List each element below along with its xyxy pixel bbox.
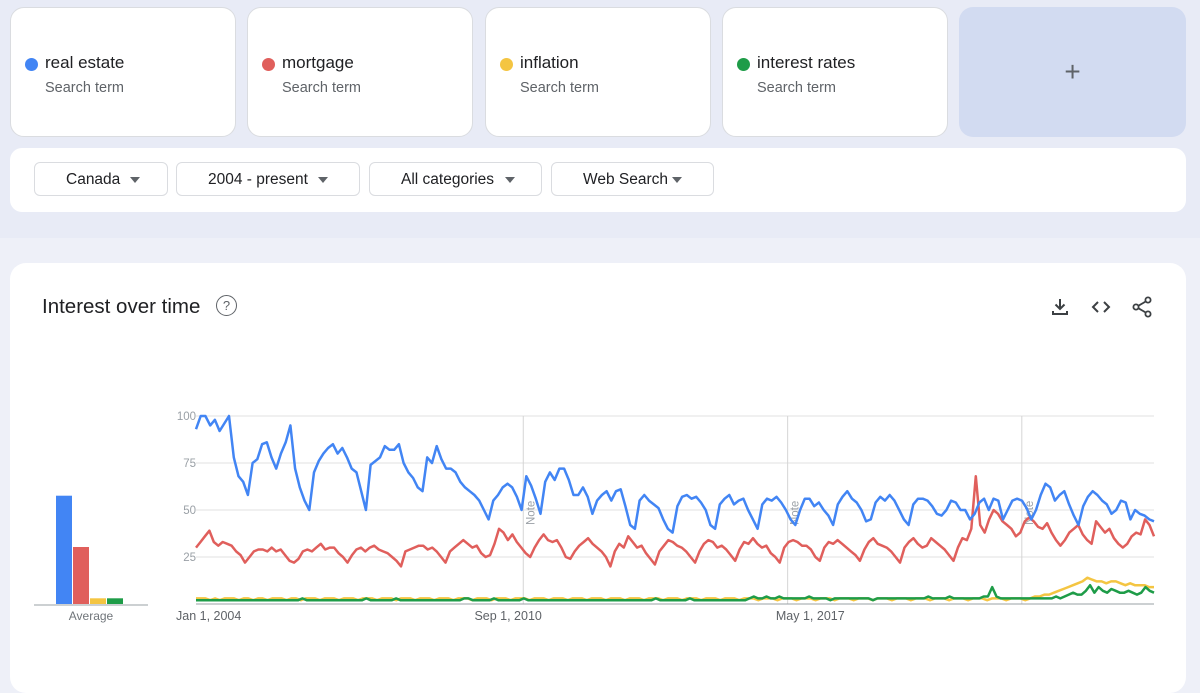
series-line-real-estate	[194, 414, 1155, 534]
interest-over-time-card: Interest over time ? Average 100 75 50 25 Ja…	[10, 263, 1186, 693]
average-bar-mortgage	[73, 547, 89, 604]
term-name: inflation	[520, 53, 579, 72]
card-title: Interest over time	[42, 295, 201, 318]
y-tick-label: 50	[183, 505, 196, 517]
category-filter-label: All categories	[401, 171, 495, 188]
x-tick-label: Jan 1, 2004	[176, 609, 241, 623]
average-bar-real-estate	[56, 495, 72, 604]
note-marker-label: Note	[525, 501, 537, 525]
term-color-dot	[500, 58, 513, 71]
note-marker-label: Note	[790, 501, 802, 525]
search-terms-panel: real estate Search term mortgage Search …	[0, 0, 1200, 238]
y-tick-label: 75	[183, 458, 196, 470]
time-range-filter-dropdown[interactable]: 2004 - present	[176, 162, 360, 196]
average-bar-interest-rates	[107, 598, 123, 604]
term-card-real-estate[interactable]: real estate Search term	[10, 7, 236, 137]
term-subtitle: Search term	[520, 80, 599, 96]
average-label: Average	[69, 609, 114, 623]
search-type-filter-dropdown[interactable]: Web Search	[551, 162, 714, 196]
chevron-down-icon	[672, 177, 682, 183]
term-card-inflation[interactable]: inflation Search term	[485, 7, 711, 137]
series-line-mortgage	[195, 474, 1156, 568]
term-name: interest rates	[757, 53, 856, 72]
interest-line-chart: 100 75 50 25 Jan 1, 2004 Sep 1, 2010 May 1, 20…	[176, 411, 1156, 623]
term-card-mortgage[interactable]: mortgage Search term	[247, 7, 473, 137]
chevron-down-icon	[505, 177, 515, 183]
x-tick-label: Sep 1, 2010	[474, 609, 541, 623]
term-subtitle: Search term	[757, 80, 836, 96]
help-icon[interactable]: ?	[216, 295, 237, 316]
download-icon[interactable]	[1048, 295, 1072, 319]
filter-bar: Canada 2004 - present All categories Web…	[10, 148, 1186, 212]
y-tick-label: 25	[183, 552, 196, 564]
chevron-down-icon	[130, 177, 140, 183]
y-tick-label: 100	[177, 411, 196, 423]
region-filter-label: Canada	[66, 171, 121, 188]
interest-chart: Average 100 75 50 25 Jan 1, 2004 Sep 1, 2010 M…	[34, 411, 1156, 623]
category-filter-dropdown[interactable]: All categories	[369, 162, 542, 196]
term-color-dot	[25, 58, 38, 71]
embed-icon[interactable]	[1089, 295, 1113, 319]
average-bar-chart: Average	[34, 495, 148, 623]
term-color-dot	[262, 58, 275, 71]
chevron-down-icon	[318, 177, 328, 183]
term-subtitle: Search term	[45, 80, 124, 96]
term-name: real estate	[45, 53, 125, 72]
series-line-inflation	[196, 576, 1154, 602]
x-tick-label: May 1, 2017	[776, 609, 845, 623]
term-name: mortgage	[282, 53, 354, 72]
add-comparison-button[interactable]: +	[959, 7, 1186, 137]
series-line-interest-rates	[196, 583, 1155, 602]
term-subtitle: Search term	[282, 80, 361, 96]
average-bar-inflation	[90, 598, 106, 604]
region-filter-dropdown[interactable]: Canada	[34, 162, 168, 196]
term-card-interest-rates[interactable]: interest rates Search term	[722, 7, 948, 137]
search-type-filter-label: Web Search	[583, 171, 669, 188]
share-icon[interactable]	[1130, 295, 1154, 319]
term-color-dot	[737, 58, 750, 71]
time-range-filter-label: 2004 - present	[208, 171, 308, 188]
plus-icon: +	[1064, 56, 1081, 87]
